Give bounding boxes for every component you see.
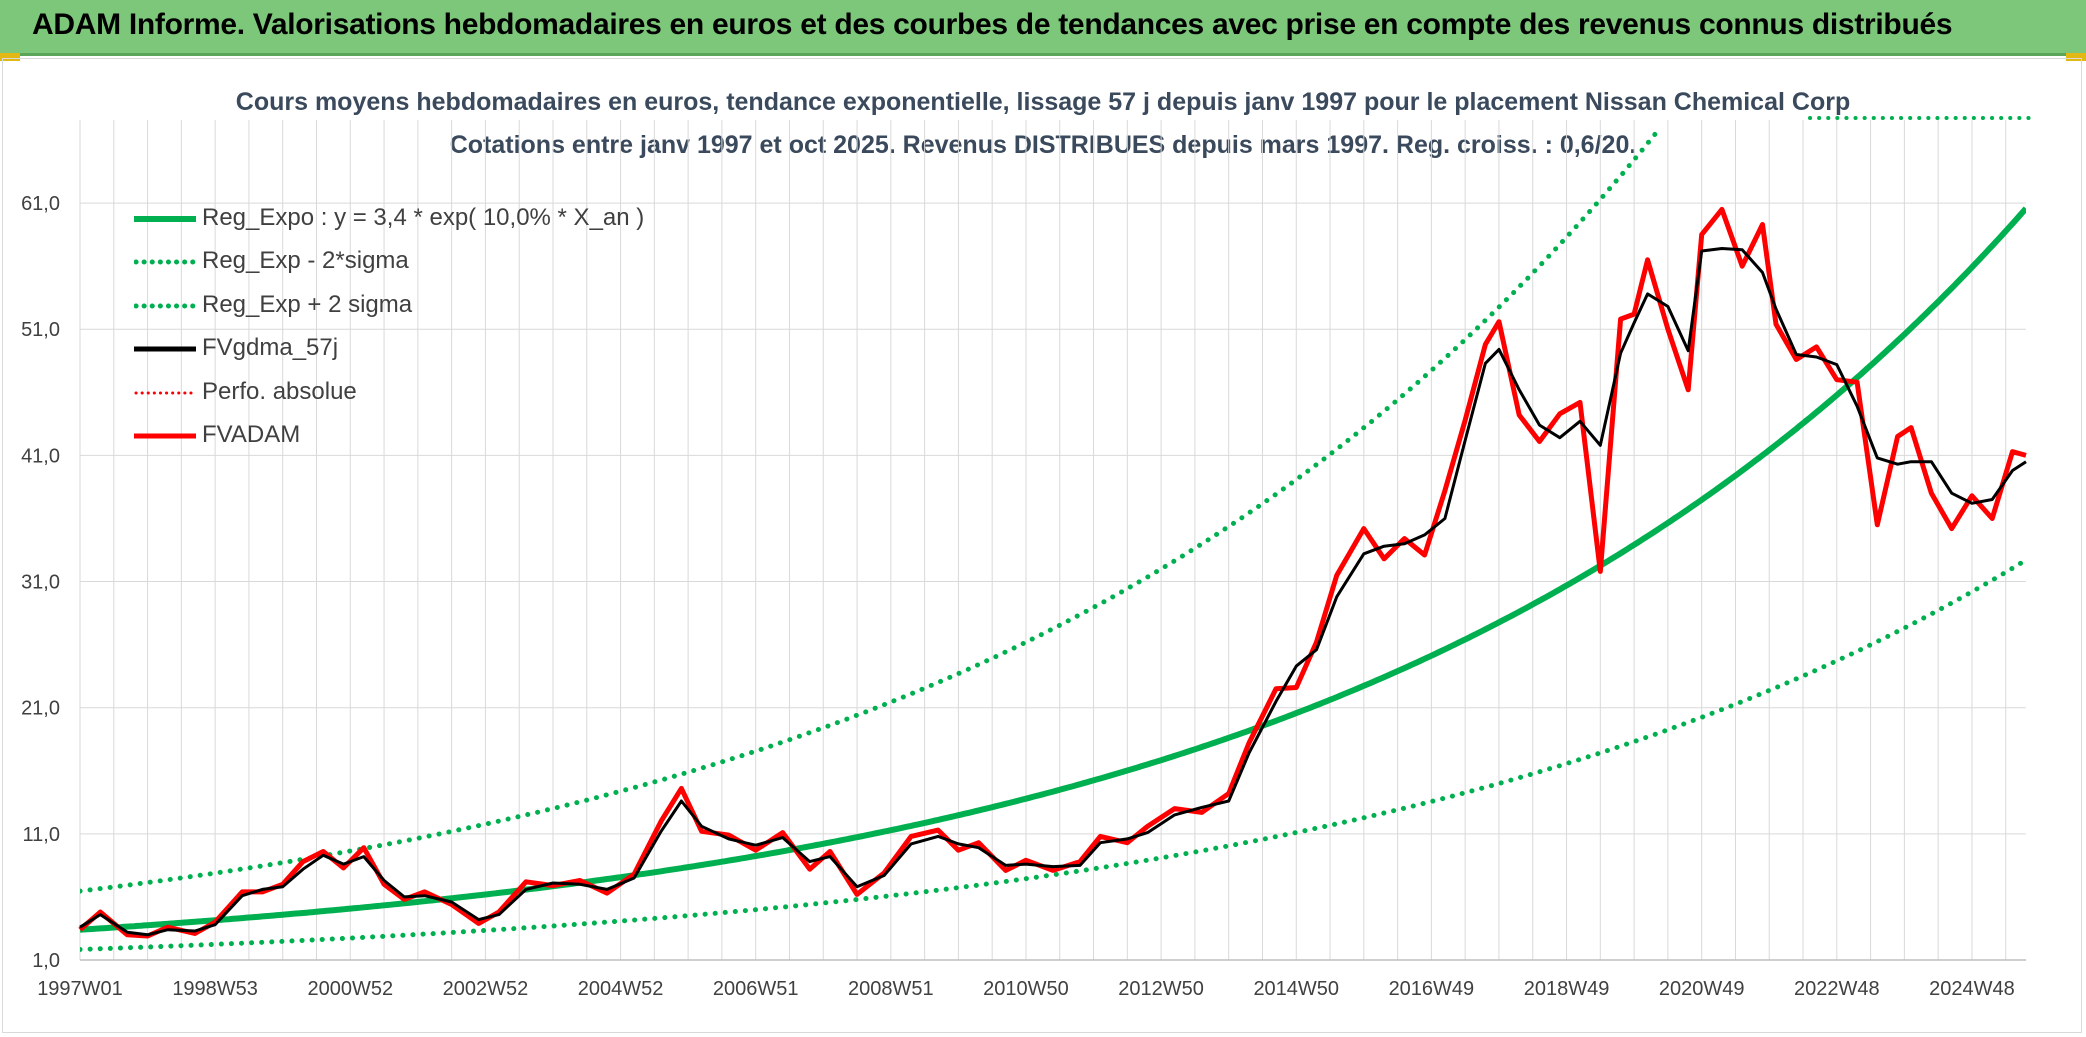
legend-label: Reg_Exp + 2 sigma <box>202 290 413 318</box>
x-tick-label: 2012W50 <box>1118 978 1204 1000</box>
legend-label: FVgdma_57j <box>202 334 339 362</box>
x-tick-label: 2006W51 <box>713 978 799 1000</box>
y-tick-label: 61,0 <box>21 193 60 215</box>
y-tick-label: 51,0 <box>21 319 60 341</box>
x-tick-label: 1997W01 <box>37 978 123 1000</box>
y-tick-label: 21,0 <box>21 698 60 720</box>
reg-exp-plus-2-sigma-line <box>80 130 1662 894</box>
chart-title: Cours moyens hebdomadaires en euros, ten… <box>235 88 1851 116</box>
x-tick-label: 1998W53 <box>172 978 258 1000</box>
chart-frame <box>2 58 2082 1033</box>
x-tick-label: 2016W49 <box>1389 978 1475 1000</box>
chart-subtitle: Cotations entre janv 1997 et oct 2025. R… <box>449 131 1637 159</box>
x-tick-label: 2000W52 <box>307 978 393 1000</box>
x-tick-label: 2024W48 <box>1929 978 2015 1000</box>
x-tick-label: 2002W52 <box>443 978 529 1000</box>
legend-label: Reg_Exp - 2*sigma <box>202 247 409 275</box>
legend-label: FVADAM <box>202 420 301 448</box>
corner-accent-right <box>2066 53 2086 61</box>
x-tick-label: 2004W52 <box>578 978 664 1000</box>
x-tick-label: 2018W49 <box>1524 978 1610 1000</box>
y-tick-label: 1,0 <box>32 950 60 972</box>
x-tick-label: 2010W50 <box>983 978 1069 1000</box>
reg-expo-line <box>80 206 2026 933</box>
x-tick-label: 2008W51 <box>848 978 934 1000</box>
x-tick-label: 2020W49 <box>1659 978 1745 1000</box>
report-title: ADAM Informe. Valorisations hebdomadaire… <box>32 8 1953 41</box>
y-tick-label: 31,0 <box>21 572 60 594</box>
x-tick-label: 2022W48 <box>1794 978 1880 1000</box>
legend-label: Perfo. absolue <box>202 377 357 405</box>
y-tick-label: 41,0 <box>21 445 60 467</box>
fvgdma-57j-line <box>79 247 2027 937</box>
legend-label: Reg_Expo : y = 3,4 * exp( 10,0% * X_an ) <box>202 204 645 231</box>
x-tick-label: 2014W50 <box>1253 978 1339 1000</box>
report-banner: ADAM Informe. Valorisations hebdomadaire… <box>0 0 2086 56</box>
y-tick-label: 11,0 <box>23 824 60 846</box>
reg-exp-minus-2-sigma-line <box>80 557 2026 952</box>
corner-accent-left <box>0 53 20 61</box>
